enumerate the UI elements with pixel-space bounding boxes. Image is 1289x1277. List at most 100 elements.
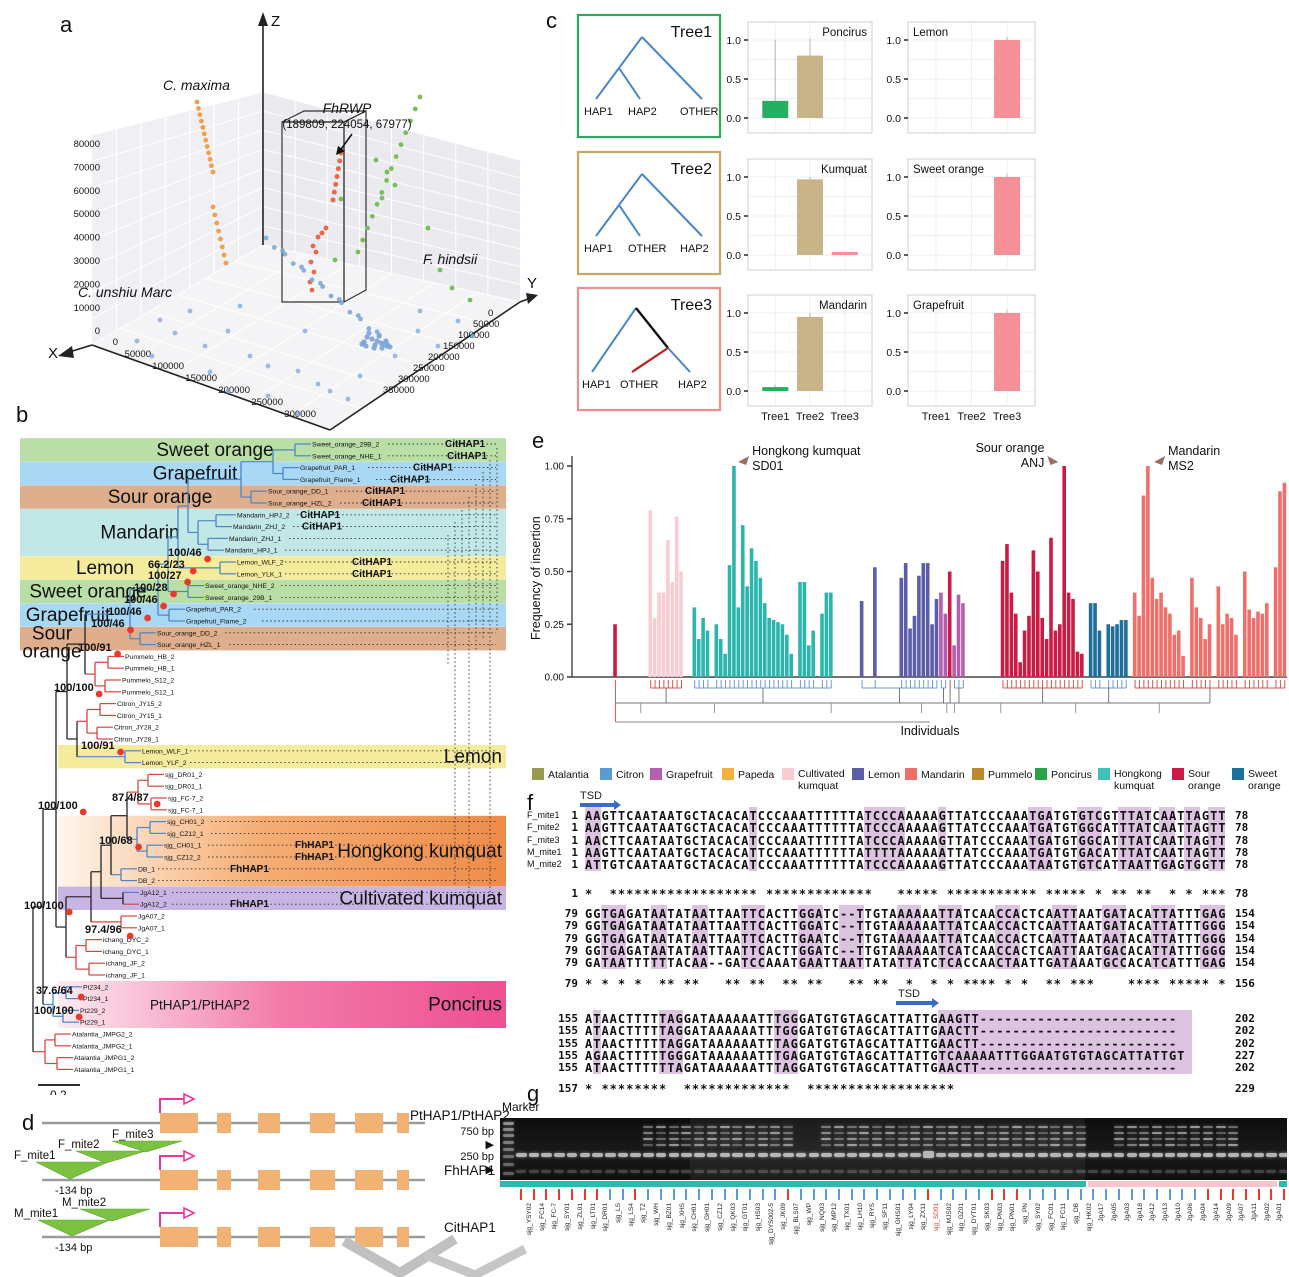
- tip-label: Sour_orange_HZL_1: [157, 642, 221, 649]
- promoter-arrow-icon: [159, 1098, 184, 1113]
- lane-label: sjg_SD01: [933, 1203, 941, 1232]
- tip-label: Lemon_WLF_1: [142, 748, 189, 755]
- y-tick-label: 0.75: [545, 514, 565, 525]
- haplotype-tag: CitHAP1: [390, 474, 430, 485]
- lane-label: sjg_LS: [615, 1203, 623, 1223]
- alignment-highlight: [658, 1010, 684, 1074]
- alignment-highlight: [1118, 807, 1151, 871]
- gel-marker-label: Marker: [502, 1100, 540, 1114]
- freq-bar: [903, 563, 908, 677]
- y-tick-label: 1.0: [886, 172, 901, 184]
- tsd-label-2: TSD: [898, 988, 920, 1000]
- legend-label: Pummelo: [988, 769, 1033, 781]
- seq-start-num: 1: [571, 833, 578, 847]
- tip-label: Lemon_YLK_1: [237, 571, 282, 578]
- lane-label: JgA17: [1098, 1203, 1106, 1222]
- gene-label: FhHAP1: [444, 1163, 495, 1178]
- z-tick: 20000: [74, 279, 100, 290]
- freq-bar: [776, 622, 780, 677]
- lane-tick: [1194, 1189, 1197, 1200]
- lane-label: JgA05: [1111, 1203, 1119, 1222]
- lane-tick: [1245, 1189, 1248, 1200]
- freq-bar: [1119, 620, 1124, 677]
- gel-band: [783, 1152, 794, 1157]
- haplotype-tag: CitHAP1: [352, 569, 392, 580]
- lane-label: sjg_TZ: [640, 1203, 648, 1223]
- alignment-highlight: [1052, 905, 1077, 969]
- freq-bar: [1075, 651, 1080, 677]
- freq-bar: [930, 624, 934, 677]
- legend-label: kumquat: [1114, 780, 1154, 792]
- lane-tick: [952, 1189, 955, 1200]
- bar-Grapefruit-Tree3: [994, 313, 1021, 391]
- lane-tick: [1041, 1189, 1044, 1200]
- freq-bar: [723, 653, 727, 677]
- alignment-highlight: [1101, 905, 1127, 969]
- seq-end-num: 78: [1235, 833, 1249, 847]
- gel-band: [935, 1152, 947, 1157]
- cons-start-num: 1: [571, 887, 578, 900]
- freq-bar: [1110, 626, 1115, 677]
- freq-bar: [1018, 662, 1022, 677]
- exon: [310, 1113, 335, 1133]
- y-tick-label: 1.0: [886, 308, 901, 320]
- freq-bar: [1044, 639, 1049, 677]
- freq-bar: [692, 607, 697, 677]
- seq-end-num: 227: [1235, 1048, 1255, 1062]
- lane-label: JgA13: [1162, 1203, 1169, 1222]
- chart-title: Lemon: [913, 27, 948, 39]
- gel-band: [744, 1152, 756, 1157]
- clade-band-Lemon: [58, 745, 506, 769]
- tree-title: Tree3: [671, 297, 712, 314]
- tip-label: ichang_JF_2: [106, 961, 145, 968]
- freq-bar: [956, 594, 961, 677]
- y-tick-label: 0.5: [726, 74, 741, 86]
- x-tick: 200000: [218, 385, 250, 396]
- mite-label: M_mite2: [62, 1197, 106, 1209]
- freq-bar: [912, 615, 917, 677]
- tip-label: Mandarin_HPJ_2: [237, 512, 290, 519]
- lane-label: JgA09: [1225, 1203, 1233, 1222]
- haplotype-tag: CitHAP1: [302, 522, 342, 533]
- lane-tick: [876, 1189, 879, 1200]
- annotation: Sour orange: [976, 441, 1045, 455]
- lane-label: sjg_FC-7: [551, 1203, 559, 1230]
- cons-end-num: 78: [1235, 887, 1249, 900]
- alignment-highlight: [749, 807, 758, 871]
- freq-bar: [771, 620, 776, 677]
- scale-bar-label: 0.2: [50, 1088, 67, 1095]
- group-bar-end: [1279, 1181, 1287, 1187]
- freq-bar: [1031, 550, 1036, 677]
- tip-label: ichang_DYC_1: [103, 949, 149, 956]
- lane-tick: [558, 1189, 561, 1200]
- tip-label: Lemon_WLF_2: [237, 560, 284, 567]
- lane-label: sjg_ZX11: [920, 1203, 928, 1230]
- x-tick-label: Tree1: [922, 411, 950, 423]
- lane-label: sjg_SK03: [983, 1203, 991, 1231]
- tip-label: sjg_CZ12_2: [164, 855, 201, 862]
- bar-Poncirus-Tree2: [797, 55, 823, 118]
- lane-label: sjg_TX01: [844, 1203, 851, 1231]
- gel-band: [630, 1152, 641, 1157]
- lane-label: sjg_FC11: [1060, 1203, 1068, 1231]
- legend-label: orange: [1248, 780, 1281, 792]
- alignment-highlight: [863, 807, 905, 871]
- clade-band-Hongkong-kumquat: [58, 815, 506, 887]
- exon: [258, 1227, 280, 1247]
- y-tick: 50000: [473, 319, 499, 330]
- seq-start-num: 1: [571, 821, 578, 835]
- seq-end-num: 154: [1235, 919, 1255, 933]
- freq-bar: [701, 617, 705, 677]
- consensus-row: * * * * ** ** ** ** ** ** ** ** * * * **…: [585, 977, 1227, 991]
- z-tick: 0: [95, 326, 100, 337]
- gel-band: [1202, 1152, 1214, 1157]
- freq-bar: [740, 525, 745, 677]
- y-tick-label: 0.0: [886, 386, 901, 398]
- freq-bar: [784, 634, 789, 677]
- lane-label: sjg_GHS01: [894, 1203, 902, 1237]
- support-value: 100/100: [24, 900, 64, 912]
- freq-bar: [679, 571, 683, 677]
- chart-title: Poncirus: [822, 27, 867, 39]
- offset-label: -134 bp: [55, 1242, 92, 1254]
- tip-label: sjg_CZ12_1: [167, 831, 204, 838]
